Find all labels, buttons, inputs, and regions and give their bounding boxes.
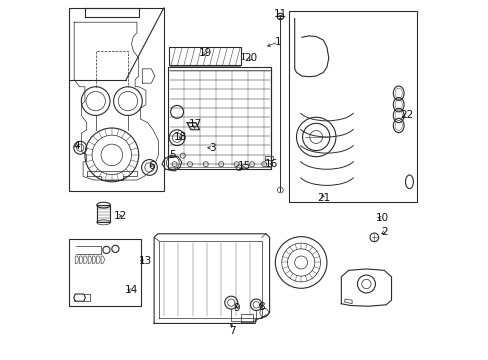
Bar (289, 12, 416, 202)
Text: 13: 13 (139, 256, 152, 266)
Text: 21: 21 (316, 193, 329, 203)
Text: 15: 15 (237, 161, 251, 171)
Bar (69, 8, 163, 191)
Text: 14: 14 (124, 285, 138, 296)
Text: 3: 3 (208, 143, 215, 153)
Bar (69, 239, 140, 306)
Text: 1: 1 (275, 37, 281, 47)
Text: 19: 19 (198, 48, 211, 58)
Text: 4: 4 (73, 141, 80, 151)
Text: 8: 8 (258, 302, 264, 312)
Text: 17: 17 (188, 120, 201, 129)
Text: 6: 6 (148, 161, 154, 171)
Text: 22: 22 (399, 111, 412, 121)
Text: 16: 16 (264, 159, 278, 169)
Text: 18: 18 (174, 132, 187, 142)
Text: 9: 9 (233, 303, 240, 314)
Text: 5: 5 (169, 150, 176, 160)
Text: 11: 11 (273, 9, 286, 19)
Text: 20: 20 (244, 53, 257, 63)
Text: 12: 12 (114, 211, 127, 221)
Text: 2: 2 (380, 227, 387, 237)
Text: 10: 10 (375, 213, 388, 222)
Text: 7: 7 (228, 325, 235, 336)
